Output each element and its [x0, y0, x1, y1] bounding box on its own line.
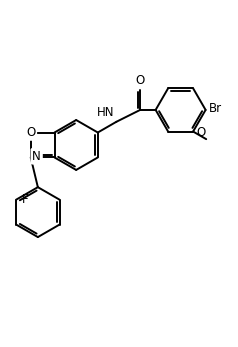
Text: N: N [32, 150, 41, 163]
Text: O: O [196, 126, 205, 139]
Text: HN: HN [96, 107, 114, 119]
Text: O: O [26, 126, 35, 139]
Text: F: F [22, 193, 29, 206]
Text: Br: Br [208, 102, 222, 115]
Text: O: O [135, 74, 145, 87]
